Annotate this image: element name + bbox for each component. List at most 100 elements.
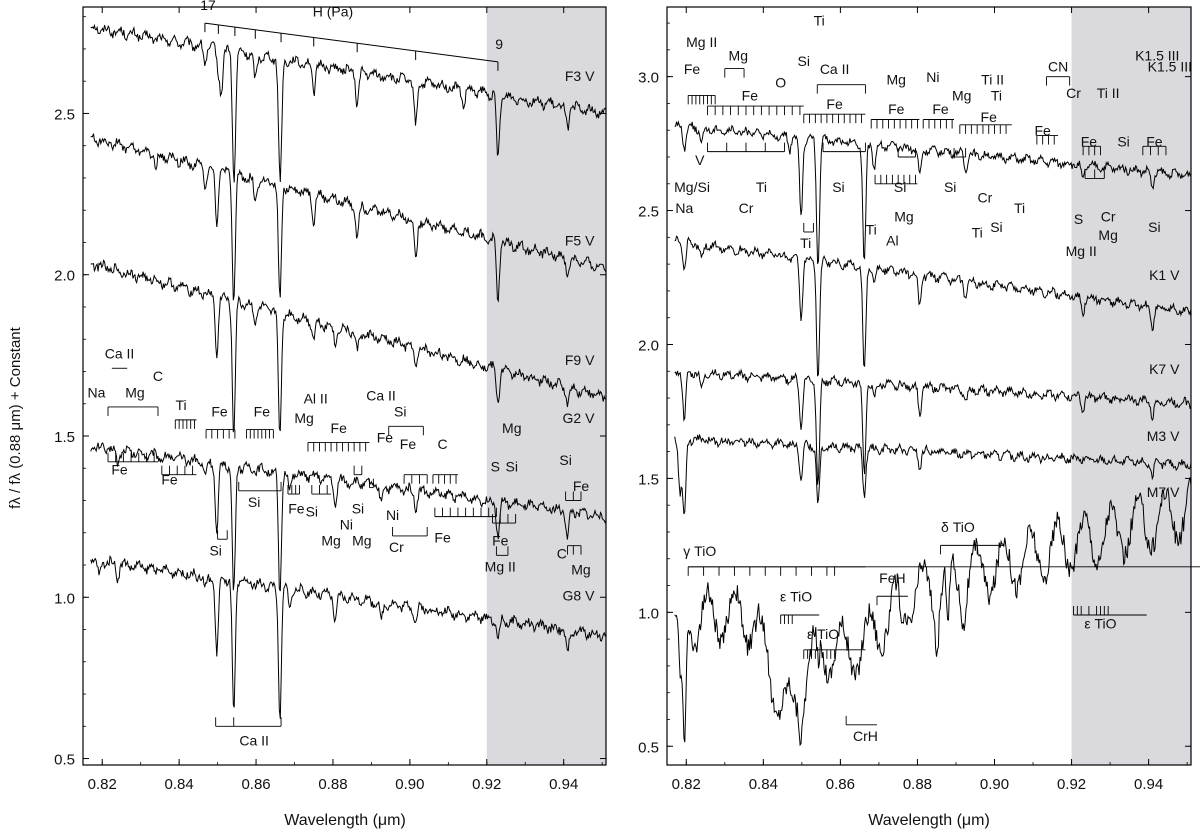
line-annotation: Si	[506, 458, 518, 474]
line-annotation: Fe	[434, 529, 451, 545]
line-annotation: Ti	[756, 179, 767, 195]
series-label: M7 V	[1147, 484, 1180, 500]
right-axis-ticks: 0.82 0.84 0.86 0.88 0.90 0.92 0.94 0.5 1.0 1.5 2.0…	[638, 7, 1191, 793]
series-label: K1 V	[1149, 267, 1180, 283]
line-annotation: Si	[394, 404, 406, 420]
line-annotation: Si	[352, 500, 364, 516]
right-spectra: K1.5 III K1 V K7 V M3 V M7 V	[674, 48, 1192, 747]
line-annotation: Fe	[288, 500, 305, 516]
left-axis-ticks: 0.82 0.84 0.86 0.88 0.90 0.92 0.94 0.5 1.0 1.5 2.0…	[54, 7, 606, 793]
line-annotation: Mg	[1098, 227, 1117, 243]
line-annotation: Mg	[887, 72, 906, 88]
line-annotation: Cr	[977, 190, 992, 206]
line-annotation: Ca II	[105, 346, 135, 362]
y-tick-label: 2.5	[54, 106, 75, 123]
line-annotation: Na	[675, 200, 693, 216]
line-annotation: Fe	[573, 478, 590, 494]
line-annotation: Si	[944, 179, 956, 195]
line-annotation: Fe	[742, 88, 759, 104]
line-annotation: Ti II	[1097, 85, 1120, 101]
line-annotation: S	[1074, 211, 1083, 227]
y-tick-label: 0.5	[638, 739, 659, 756]
x-tick-label: 0.94	[1134, 776, 1163, 793]
line-annotation: Fe	[400, 436, 417, 452]
line-annotation: C	[557, 546, 567, 562]
line-annotation: C	[153, 368, 163, 384]
paschen-series-line	[204, 22, 499, 63]
series-label: K1.5 III	[1135, 48, 1179, 64]
line-annotation: Ti	[1014, 200, 1025, 216]
line-annotation: ε TiO	[1084, 615, 1116, 631]
line-annotation: Si	[1148, 219, 1160, 235]
line-annotation: Si	[832, 179, 844, 195]
line-annotation: Si	[209, 542, 221, 558]
spectrum-g8-v	[90, 555, 607, 719]
line-annotation: Ni	[926, 69, 939, 85]
line-annotation: Mg	[952, 88, 971, 104]
line-annotation: Ni	[340, 517, 353, 533]
line-annotation: Fe	[826, 96, 843, 112]
line-annotation: Cr	[1066, 85, 1081, 101]
x-tick-label: 0.84	[165, 776, 194, 793]
line-annotation: Fe	[888, 101, 905, 117]
line-annotation: Cr	[739, 200, 754, 216]
line-annotation: δ TiO	[941, 519, 975, 535]
line-annotation: Fe	[254, 404, 271, 420]
spectrum-f3-v	[90, 23, 607, 183]
right-shaded-region	[1071, 7, 1191, 765]
line-annotation: Mg	[125, 384, 144, 400]
x-tick-label: 0.86	[241, 776, 270, 793]
right-x-axis-label: Wavelength (μm)	[868, 812, 990, 829]
line-annotation: Cr	[1101, 208, 1116, 224]
left-spectra: F3 V F5 V F9 V G2 V G8 V	[90, 23, 607, 719]
line-annotation: Si	[248, 494, 260, 510]
y-axis-label: fλ / fλ (0.88 μm) + Constant	[7, 326, 24, 508]
series-label: G2 V	[563, 410, 596, 426]
spectrum-m7-v	[674, 477, 1192, 747]
line-annotation: V	[695, 152, 705, 168]
y-tick-label: 1.0	[638, 605, 659, 622]
line-annotation: Fe	[684, 61, 701, 77]
line-annotation: Mg	[502, 420, 521, 436]
line-annotation: C	[438, 436, 448, 452]
line-annotation: Fe	[161, 471, 178, 487]
y-tick-label: 2.5	[638, 204, 659, 221]
x-tick-label: 0.92	[472, 776, 501, 793]
line-annotation: ε TiO	[807, 626, 839, 642]
line-annotation: Ti II	[981, 72, 1004, 88]
x-tick-label: 0.82	[88, 776, 117, 793]
line-annotation: Ca II	[366, 388, 396, 404]
line-annotation: Mg	[571, 562, 590, 578]
line-annotation: Ni	[386, 507, 399, 523]
spectrum-g2-v	[90, 442, 607, 592]
line-annotation: 9	[495, 36, 503, 52]
x-tick-label: 0.94	[549, 776, 578, 793]
x-tick-label: 0.92	[1057, 776, 1086, 793]
y-tick-label: 1.5	[638, 471, 659, 488]
line-annotation: Fe	[1146, 133, 1163, 149]
line-annotation: Al II	[304, 391, 328, 407]
line-annotation: Mg	[729, 48, 748, 64]
x-tick-label: 0.90	[395, 776, 424, 793]
line-annotation: S	[491, 458, 500, 474]
line-annotation: Cr	[389, 539, 404, 555]
line-annotation: Na	[88, 384, 106, 400]
line-annotation: Fe	[211, 404, 228, 420]
line-annotation: O	[775, 74, 786, 90]
series-label: F5 V	[565, 233, 595, 249]
y-tick-label: 1.5	[54, 429, 75, 446]
line-annotation: Si	[990, 219, 1002, 235]
x-tick-label: 0.84	[749, 776, 778, 793]
y-tick-label: 0.5	[54, 752, 75, 769]
line-annotation: Ti	[814, 13, 825, 29]
series-label: F3 V	[565, 68, 595, 84]
series-label: F9 V	[565, 352, 595, 368]
y-tick-label: 2.0	[54, 268, 75, 285]
line-annotation: Fe	[981, 109, 998, 125]
line-annotation: Al	[886, 232, 898, 248]
